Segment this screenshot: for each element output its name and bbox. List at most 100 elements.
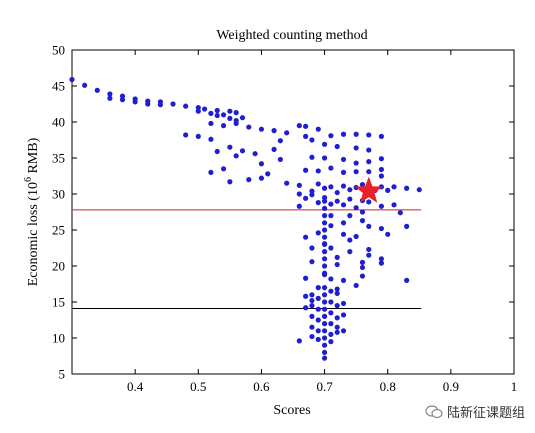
watermark: 陆新征课题组 (425, 402, 525, 421)
data-point (378, 203, 384, 209)
data-point (227, 115, 233, 121)
data-point (340, 312, 347, 318)
y-axis-ticks: 5 10 15 20 25 30 35 40 45 50 (52, 43, 514, 382)
data-point (328, 213, 334, 219)
data-point (378, 156, 384, 162)
data-point (378, 173, 384, 179)
data-point (214, 112, 220, 119)
data-point (340, 300, 347, 307)
x-tick-label: 0.4 (127, 379, 144, 394)
data-point (315, 328, 321, 334)
data-point (404, 277, 410, 283)
data-point (233, 153, 239, 159)
data-point (334, 198, 340, 204)
data-point (321, 299, 328, 305)
data-point (340, 183, 347, 189)
data-point (366, 199, 372, 205)
data-point (321, 213, 328, 219)
data-point (397, 210, 403, 216)
data-point (321, 285, 328, 291)
data-point (309, 292, 315, 298)
data-point (328, 288, 334, 294)
data-point (366, 132, 372, 138)
x-tick-label: 0.8 (380, 379, 396, 394)
data-point (328, 245, 334, 251)
data-point (340, 277, 347, 283)
data-point (359, 259, 366, 265)
data-point (378, 260, 384, 266)
data-point (277, 138, 283, 144)
data-point (328, 201, 334, 207)
data-point (366, 252, 372, 258)
data-point (309, 303, 315, 309)
data-point (366, 169, 372, 175)
data-point (340, 328, 347, 334)
data-point (321, 185, 328, 191)
data-point (227, 108, 233, 114)
data-point (315, 306, 321, 312)
data-point (246, 177, 252, 183)
data-point (321, 198, 328, 204)
data-point (321, 342, 328, 348)
y-tick-label: 15 (52, 295, 65, 310)
data-point (208, 110, 214, 116)
data-point (334, 329, 340, 335)
data-point (378, 166, 384, 173)
data-point (353, 160, 359, 166)
data-point (340, 169, 347, 175)
x-tick-label: 0.6 (253, 379, 270, 394)
data-point (157, 102, 163, 108)
data-point (258, 175, 265, 181)
data-point (208, 169, 214, 175)
data-point (277, 156, 283, 163)
y-tick-label: 10 (52, 331, 65, 346)
data-point (170, 101, 176, 107)
data-point (347, 249, 353, 255)
data-point (328, 310, 334, 316)
x-axis-label: Scores (273, 403, 310, 418)
data-point (321, 234, 328, 240)
data-point (353, 169, 359, 175)
data-point (347, 237, 353, 243)
data-point (271, 146, 277, 152)
x-tick-label: 1 (511, 379, 518, 394)
data-point (366, 223, 372, 229)
data-point (328, 299, 334, 305)
data-point (309, 245, 315, 251)
data-point (334, 143, 340, 150)
data-point (353, 282, 359, 289)
data-point (416, 187, 422, 193)
data-point (347, 213, 353, 219)
data-point (321, 155, 328, 161)
data-point (321, 349, 328, 355)
data-point (309, 188, 315, 194)
data-point (334, 254, 340, 260)
y-tick-label: 40 (52, 115, 65, 130)
data-point (233, 120, 239, 127)
x-tick-label: 0.9 (443, 379, 459, 394)
data-point (69, 76, 75, 83)
data-point (328, 321, 334, 327)
data-point (195, 108, 201, 114)
data-point (315, 285, 321, 291)
data-point (385, 231, 391, 237)
data-point (315, 200, 321, 206)
x-axis-ticks: 0.4 0.5 0.6 0.7 0.8 0.9 1 (127, 50, 517, 394)
data-point (309, 259, 315, 265)
data-point (303, 167, 309, 173)
y-axis-label-main: Economic loss (10 (26, 182, 41, 286)
y-tick-label: 30 (52, 187, 65, 202)
data-point (145, 101, 151, 107)
data-point (315, 230, 321, 236)
data-point (239, 115, 246, 121)
data-points (69, 76, 422, 361)
data-point (309, 154, 315, 160)
data-point (220, 123, 227, 129)
data-point (303, 133, 309, 139)
data-point (296, 123, 302, 129)
data-point (265, 171, 271, 177)
data-point (315, 295, 321, 301)
data-point (239, 148, 246, 154)
data-point (296, 203, 302, 209)
data-point (321, 355, 328, 361)
